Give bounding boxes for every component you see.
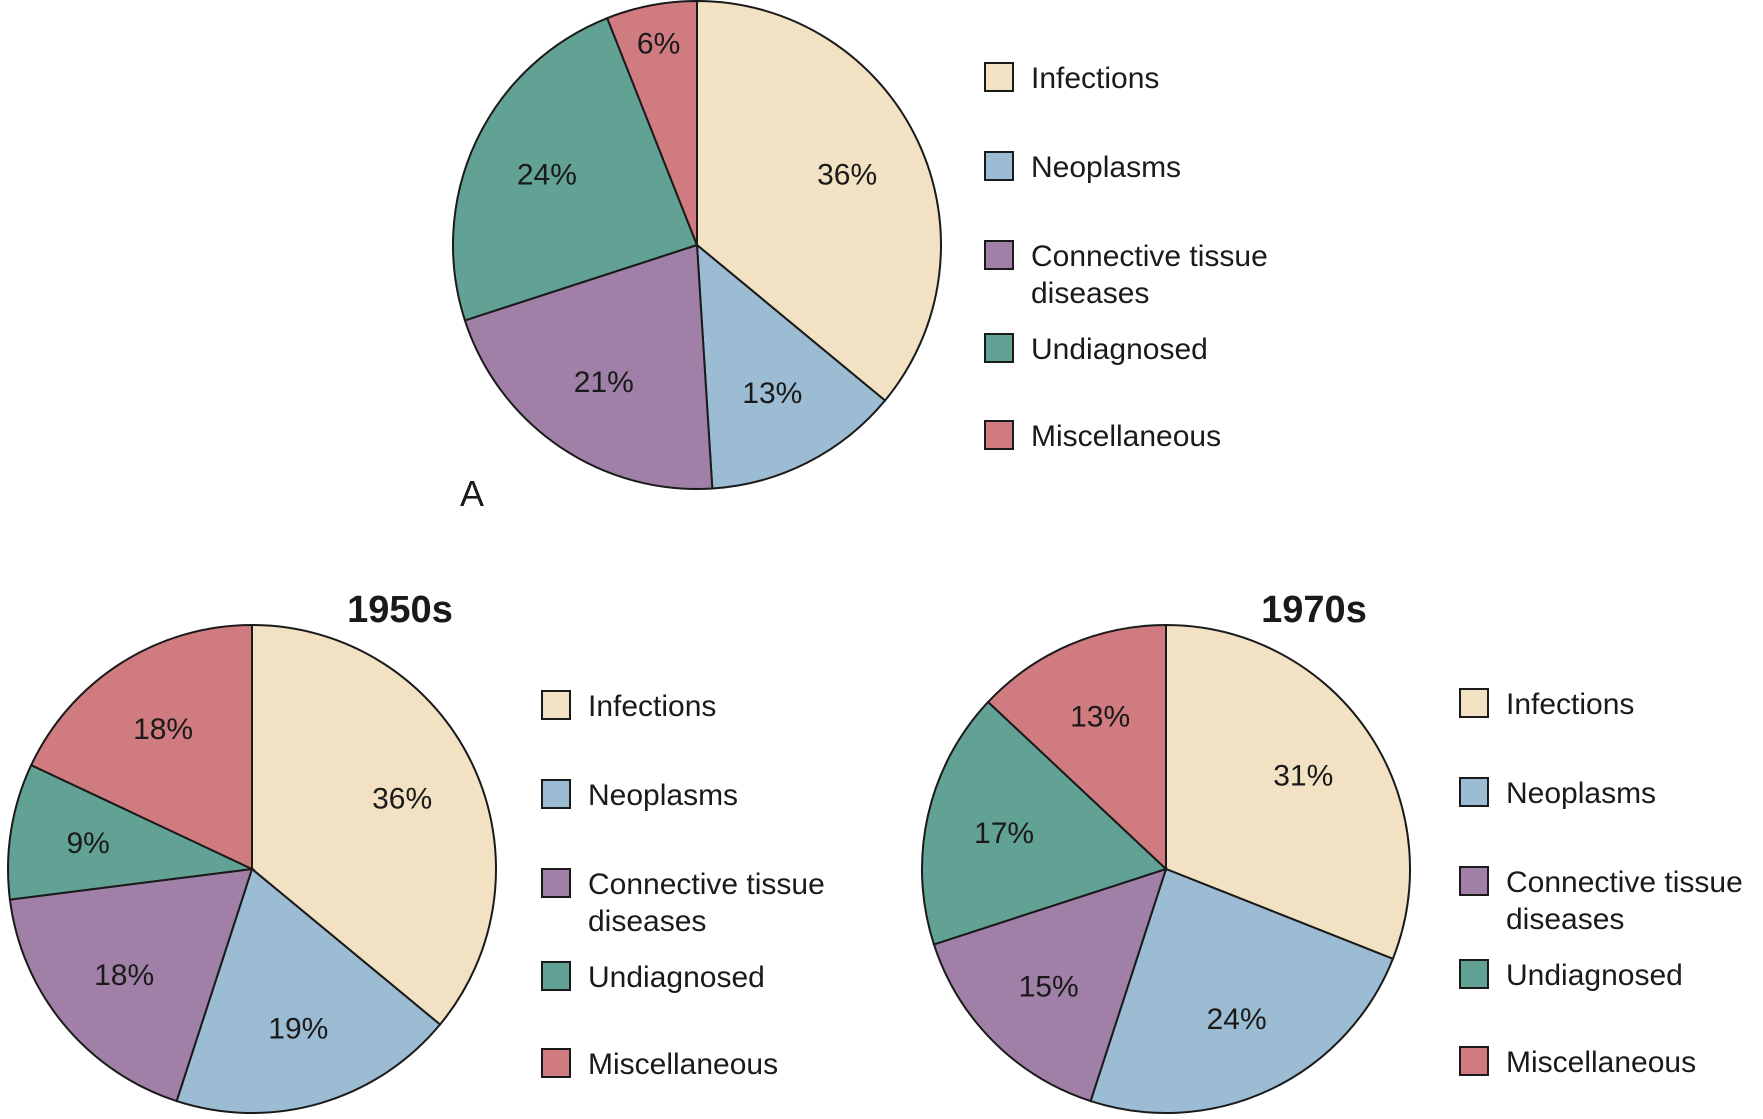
legend-label-neoplasms: Neoplasms xyxy=(1031,151,1181,184)
legend: Infections Neoplasms Connective tissue dise… xyxy=(541,690,825,1081)
pie-slice-infections xyxy=(1165,623,1411,961)
pie-slice-misc xyxy=(605,0,698,246)
panel-label: A xyxy=(460,473,484,514)
legend: Infections Neoplasms Connective tissue dise… xyxy=(984,62,1268,453)
legend-swatch-undiagnosed xyxy=(984,333,1014,363)
legend-label-neoplasms: Neoplasms xyxy=(588,779,738,812)
legend-label-infections: Infections xyxy=(1506,688,1634,721)
pie-slice-misc xyxy=(29,623,253,871)
slice-label-neoplasms: 13% xyxy=(742,377,802,410)
slice-label-connective: 18% xyxy=(94,959,154,992)
pie-slice-neoplasms xyxy=(175,867,442,1115)
legend-swatch-misc xyxy=(984,420,1014,450)
slice-label-connective: 15% xyxy=(1019,970,1079,1003)
legend-swatch-neoplasms xyxy=(541,779,571,809)
legend-label-infections: Infections xyxy=(588,690,716,723)
legend-label-undiagnosed: Undiagnosed xyxy=(1506,959,1683,992)
legend-swatch-neoplasms xyxy=(984,151,1014,181)
pie-slice-undiagnosed xyxy=(921,700,1168,946)
slice-label-undiagnosed: 9% xyxy=(66,827,109,860)
slice-label-connective: 21% xyxy=(574,366,634,399)
legend-label-misc: Miscellaneous xyxy=(588,1048,778,1081)
legend-swatch-infections xyxy=(541,690,571,720)
legend: Infections Neoplasms Connective tissue dise… xyxy=(1459,688,1743,1079)
pie-slice-infections xyxy=(696,0,942,402)
pie-slice-neoplasms xyxy=(1089,867,1395,1115)
legend-label-neoplasms: Neoplasms xyxy=(1506,777,1656,810)
slice-label-infections: 31% xyxy=(1273,760,1333,793)
pie-slice-misc xyxy=(986,623,1167,872)
slice-label-infections: 36% xyxy=(372,782,432,815)
legend-swatch-undiagnosed xyxy=(1459,959,1489,989)
pie-chart-3: 31% 24% 15% 17% 13% Infections Neoplasms Connec… xyxy=(921,589,1743,1115)
legend-label-undiagnosed: Undiagnosed xyxy=(1031,333,1208,366)
pie-slice-connective xyxy=(8,867,254,1103)
legend-swatch-connective xyxy=(1459,866,1489,896)
slice-label-misc: 6% xyxy=(637,28,680,61)
slice-label-infections: 36% xyxy=(817,158,877,191)
legend-swatch-connective xyxy=(984,240,1014,270)
slice-label-undiagnosed: 24% xyxy=(517,158,577,191)
pie-slice-connective xyxy=(463,243,714,490)
pie-chart-2: 36% 19% 18% 9% 18% Infections Neoplasms Connect… xyxy=(7,589,825,1115)
chart-title: 1970s xyxy=(1261,589,1367,631)
legend-swatch-misc xyxy=(541,1048,571,1078)
pie-chart-1: 36% 13% 21% 24% 6% Infections Neoplasms Connect… xyxy=(452,0,1268,514)
legend-swatch-misc xyxy=(1459,1046,1489,1076)
pie-slice-infections xyxy=(251,623,497,1026)
pie-slice-connective xyxy=(932,867,1168,1103)
legend-label-connective: Connective tissue diseases xyxy=(1506,866,1743,936)
legend-label-misc: Miscellaneous xyxy=(1031,420,1221,453)
pie-slice-undiagnosed xyxy=(452,16,699,322)
pie-slice-undiagnosed xyxy=(7,763,256,901)
legend-label-connective: Connective tissue diseases xyxy=(588,868,825,938)
legend-swatch-infections xyxy=(984,62,1014,92)
chart-title: 1950s xyxy=(347,589,453,631)
legend-swatch-connective xyxy=(541,868,571,898)
legend-swatch-infections xyxy=(1459,688,1489,718)
pie-slice-neoplasms xyxy=(695,242,887,490)
slice-label-misc: 18% xyxy=(133,713,193,746)
legend-swatch-undiagnosed xyxy=(541,961,571,991)
legend-label-infections: Infections xyxy=(1031,62,1159,95)
legend-label-undiagnosed: Undiagnosed xyxy=(588,961,765,994)
legend-label-connective: Connective tissue diseases xyxy=(1031,240,1268,310)
slice-label-undiagnosed: 17% xyxy=(974,817,1034,850)
legend-label-misc: Miscellaneous xyxy=(1506,1046,1696,1079)
slice-label-neoplasms: 24% xyxy=(1207,1003,1267,1036)
slice-label-misc: 13% xyxy=(1070,701,1130,734)
legend-swatch-neoplasms xyxy=(1459,777,1489,807)
slice-label-neoplasms: 19% xyxy=(268,1012,328,1045)
